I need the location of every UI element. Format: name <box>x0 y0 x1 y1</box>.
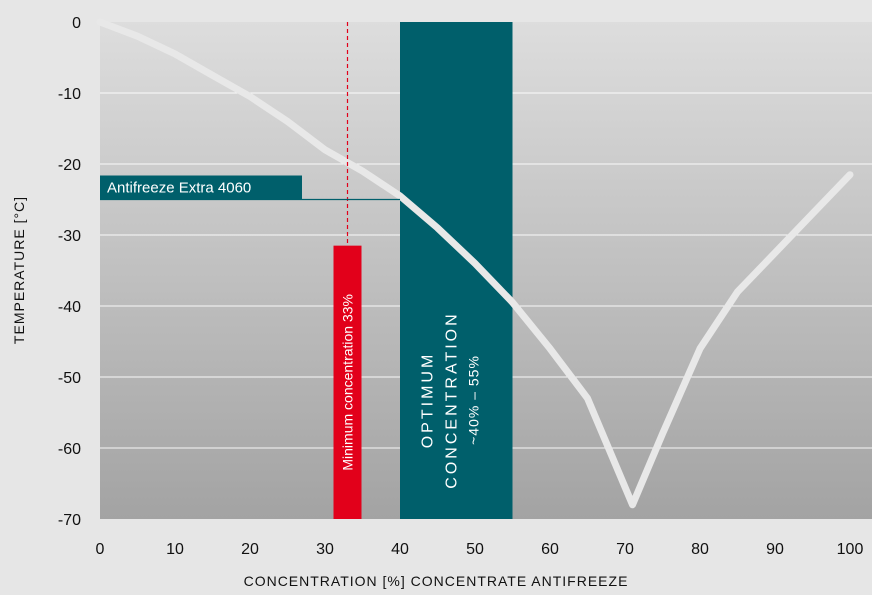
x-tick-label: 70 <box>616 541 634 558</box>
x-tick-label: 60 <box>541 541 559 558</box>
annotation-group: Minimum concentration 33% Antifreeze Extr… <box>100 22 481 519</box>
product-label-box <box>100 175 302 200</box>
x-axis-title: CONCENTRATION [%] CONCENTRATE ANTIFREEZE <box>244 573 629 589</box>
y-tick-label: -20 <box>58 157 81 174</box>
optimum-band <box>400 22 513 519</box>
freezing-curve-group <box>96 18 854 509</box>
product-label: Antifreeze Extra 4060 <box>107 180 251 197</box>
optimum-label-line-1: OPTIMUM <box>419 352 436 449</box>
x-tick-label: 100 <box>837 541 864 558</box>
y-tick-label: -60 <box>58 441 81 458</box>
y-tick-label: -30 <box>58 228 81 245</box>
x-tick-label: 30 <box>316 541 334 558</box>
y-tick-label: -40 <box>58 299 81 316</box>
x-tick-label: 90 <box>766 541 784 558</box>
x-tick-label: 10 <box>166 541 184 558</box>
freezing-curve <box>96 18 854 509</box>
optimum-label-line-2: CONCENTRATION <box>443 311 460 488</box>
x-tick-label: 40 <box>391 541 409 558</box>
x-tick-label: 50 <box>466 541 484 558</box>
y-tick-label: -50 <box>58 370 81 387</box>
tick-labels: 0 -10 -20 -30 -40 -50 -60 -70 0 10 20 30 40 50 60 70 80 9… <box>58 15 864 558</box>
optimum-band-group <box>400 22 513 519</box>
minimum-marker-bar <box>333 245 362 519</box>
optimum-label-line-3: ~40% – 55% <box>465 355 481 445</box>
y-axis-title: TEMPERATURE [°C] <box>11 196 27 344</box>
y-tick-label: 0 <box>72 15 81 32</box>
x-tick-label: 0 <box>96 541 105 558</box>
y-tick-label: -70 <box>58 512 81 529</box>
y-tick-label: -10 <box>58 86 81 103</box>
x-tick-label: 80 <box>691 541 709 558</box>
x-tick-label: 20 <box>241 541 259 558</box>
minimum-label: Minimum concentration 33% <box>340 294 356 471</box>
